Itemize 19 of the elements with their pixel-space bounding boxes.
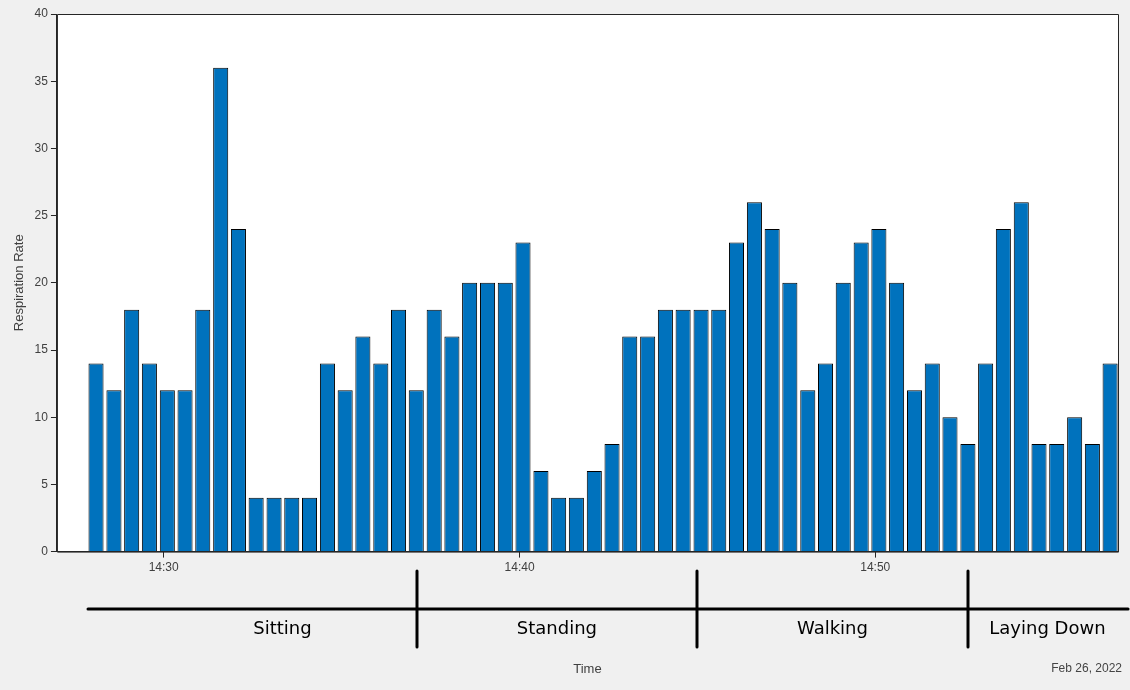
y-tick-label: 0 [41,543,49,558]
x-tick-label: 14:30 [148,560,180,575]
text: Walking [796,617,868,639]
text: Time [573,660,602,676]
x-tick-label: 14:50 [860,560,891,575]
y-tick-label: 5 [41,476,49,491]
text: Feb 26, 2022 [1051,661,1123,676]
text: Laying Down [989,617,1106,639]
y-tick-label: 30 [34,140,49,155]
text: Sitting [253,617,312,639]
y-tick-label: 10 [34,409,49,424]
y-tick-label: 35 [34,73,49,88]
y-tick-label: 20 [34,275,49,290]
y-tick-label: 25 [34,207,49,222]
x-tick-label: 14:40 [504,560,535,575]
y-axis-title: Respiration Rate [11,234,27,332]
y-tick-label: 40 [34,6,49,21]
text: Standing [516,617,598,639]
y-tick-label: 15 [34,342,49,357]
